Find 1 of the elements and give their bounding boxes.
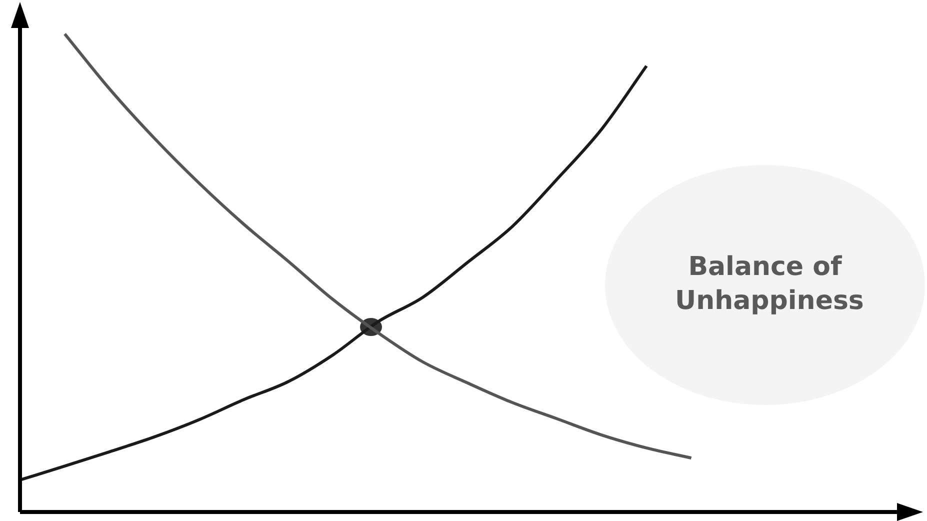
annotation: Balance of Unhappiness xyxy=(675,251,864,318)
